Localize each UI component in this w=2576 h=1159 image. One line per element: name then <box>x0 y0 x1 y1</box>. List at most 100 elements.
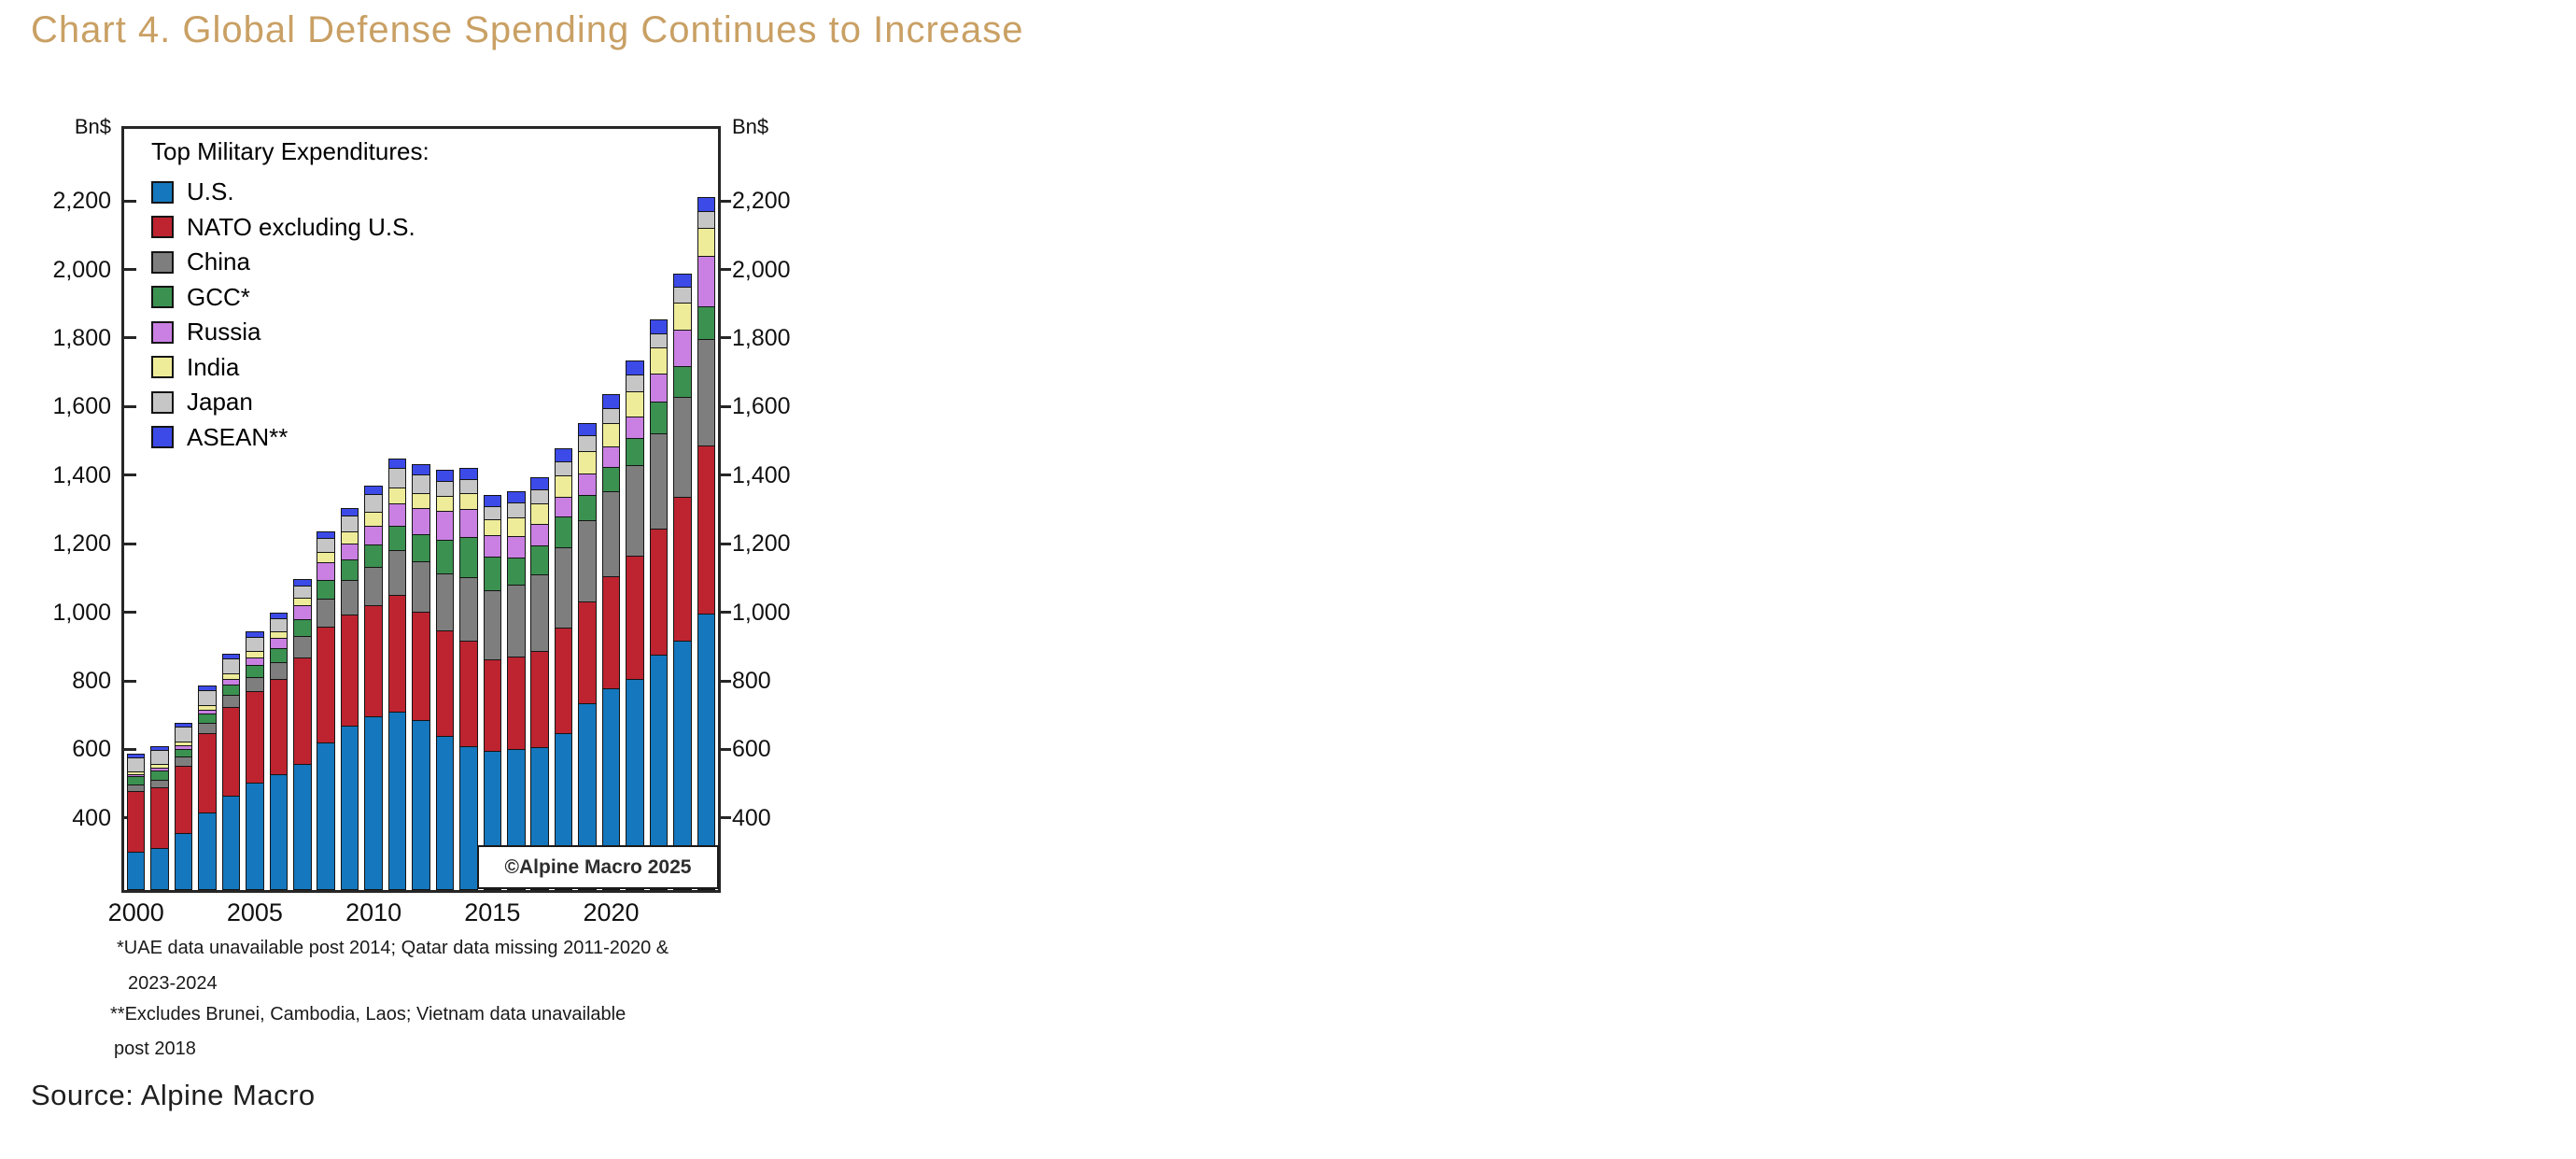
gcc-segment <box>364 544 383 569</box>
y-tick-label-left: 800 <box>72 668 111 695</box>
gcc-segment <box>626 437 644 466</box>
gcc-segment <box>412 534 430 563</box>
china-segment <box>269 662 289 681</box>
legend-item-label: GCC* <box>187 282 250 311</box>
india-segment <box>626 391 644 418</box>
u-s-segment <box>697 613 716 890</box>
nato-excluding-u-s-segment <box>198 732 217 814</box>
legend-item-label: U.S. <box>187 177 234 206</box>
bar-2024 <box>697 196 716 890</box>
india-segment <box>364 511 383 528</box>
y-tick-label-right: 1,000 <box>732 599 791 626</box>
y-tick-label-left: 1,000 <box>52 599 111 626</box>
u-s-segment <box>459 745 478 890</box>
india-swatch <box>151 356 174 379</box>
china-segment <box>387 549 407 597</box>
russia-segment <box>483 534 502 558</box>
gcc-segment <box>459 536 478 579</box>
india-segment <box>578 450 597 475</box>
japan-segment <box>626 374 644 393</box>
japan-segment <box>150 749 169 766</box>
bar-2006 <box>269 613 289 890</box>
y-tick-right <box>720 679 731 683</box>
legend-item: Russia <box>151 315 429 350</box>
india-segment <box>649 347 669 375</box>
russia-segment <box>626 416 644 440</box>
india-segment <box>507 517 526 538</box>
u-s-segment <box>293 764 312 890</box>
y-tick-left <box>124 679 136 683</box>
u-s-segment <box>150 847 169 890</box>
u-s-segment <box>387 711 407 890</box>
legend-item-label: Russia <box>187 318 261 346</box>
legend-item: NATO excluding U.S. <box>151 210 429 246</box>
russia-segment <box>387 503 407 528</box>
china-segment <box>317 599 335 629</box>
bar-2023 <box>673 273 692 890</box>
nato-excluding-u-s-segment <box>269 678 289 776</box>
nato-excluding-u-s-segment <box>578 601 597 705</box>
copyright-text: ©Alpine Macro 2025 <box>504 855 692 878</box>
china-segment <box>435 572 455 632</box>
japan-segment <box>554 460 573 477</box>
source-attribution: Source: Alpine Macro <box>31 1079 316 1111</box>
legend: Top Military Expenditures: U.S. NATO excl… <box>151 137 429 455</box>
russia-segment <box>340 543 359 561</box>
u-s-segment <box>364 715 383 890</box>
nato-excluding-u-s-segment <box>601 575 621 690</box>
legend-items: U.S. NATO excluding U.S. China GCC* Russia In… <box>151 175 429 455</box>
u-s-segment <box>269 774 289 890</box>
y-tick-right <box>720 404 731 408</box>
india-segment <box>554 475 573 499</box>
nato-excluding-u-s-segment <box>364 605 383 718</box>
y-tick-left <box>124 611 136 615</box>
x-tick-label: 2020 <box>583 898 640 926</box>
y-tick-right <box>720 199 731 203</box>
bar-2010 <box>364 485 383 890</box>
nato-excluding-u-s-segment <box>150 786 169 850</box>
y-tick-left <box>124 473 136 477</box>
nato-excluding-u-s-segment <box>507 657 526 751</box>
japan-segment <box>364 493 383 514</box>
y-tick-label-left: 1,800 <box>52 324 111 351</box>
bar-2004 <box>221 654 241 890</box>
u-s-segment <box>649 654 669 890</box>
y-tick-label-left: 2,000 <box>52 256 111 283</box>
legend-item-label: ASEAN** <box>187 422 289 451</box>
bar-2000 <box>126 754 146 890</box>
gcc-segment <box>649 402 669 435</box>
nato-excluding-u-s-segment <box>649 528 669 657</box>
india-segment <box>412 493 430 510</box>
japan-segment <box>221 658 241 675</box>
y-tick-right <box>720 611 731 615</box>
y-tick-label-right: 800 <box>732 668 771 695</box>
y-tick-right <box>720 816 731 820</box>
footnote-gcc-line2: 2023-2024 <box>128 973 218 994</box>
y-tick-label-right: 2,200 <box>732 188 791 215</box>
y-tick-left <box>124 404 136 408</box>
u-s-segment <box>317 742 335 890</box>
legend-item: GCC* <box>151 280 429 316</box>
china-segment <box>483 590 502 661</box>
u-s-segment <box>126 852 146 890</box>
bar-2005 <box>246 631 264 890</box>
bar-2017 <box>530 476 549 890</box>
india-segment <box>530 502 549 526</box>
gcc-segment <box>554 516 573 549</box>
legend-item: U.S. <box>151 175 429 210</box>
bar-2011 <box>387 459 407 890</box>
bar-2012 <box>412 464 430 890</box>
gcc-segment <box>530 545 549 576</box>
legend-item: China <box>151 245 429 280</box>
nato-excluding-u-s-segment <box>387 594 407 714</box>
russia-segment <box>435 510 455 542</box>
x-tick-label: 2010 <box>345 898 402 926</box>
bar-2021 <box>626 360 644 890</box>
india-segment <box>673 302 692 332</box>
nato-excluding-u-s-segment <box>412 612 430 722</box>
japan-segment <box>198 690 217 707</box>
y-tick-label-left: 1,400 <box>52 461 111 488</box>
gcc-segment <box>340 559 359 582</box>
y-tick-right <box>720 473 731 477</box>
u-s-segment <box>221 796 241 890</box>
